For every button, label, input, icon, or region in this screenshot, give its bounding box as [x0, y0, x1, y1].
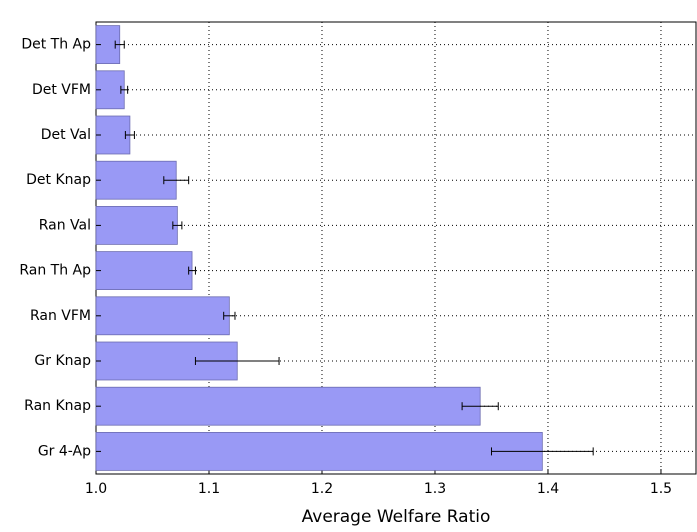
error-bar	[461, 402, 499, 411]
y-tick-label: Gr Knap	[34, 353, 91, 369]
x-tick-label: 1.3	[424, 481, 446, 497]
bar	[95, 386, 481, 426]
x-tick-label: 1.2	[311, 481, 333, 497]
plot-frame	[95, 21, 697, 475]
error-bar	[114, 40, 125, 49]
x-tick-label: 1.1	[198, 481, 220, 497]
bar	[95, 206, 178, 245]
y-tick-label: Det VFM	[32, 82, 91, 98]
bar	[95, 160, 177, 200]
bar	[95, 115, 131, 155]
error-bar	[194, 357, 280, 365]
y-tick-label: Gr 4-Ap	[38, 443, 91, 459]
y-tick-label: Ran Th Ap	[19, 263, 91, 279]
x-tick-label: 1.5	[650, 481, 672, 497]
error-bar	[124, 131, 135, 139]
bar	[95, 296, 230, 336]
error-bar	[188, 266, 196, 275]
x-axis-label: Average Welfare Ratio	[302, 507, 491, 527]
y-tick-label: Det Th Ap	[21, 37, 91, 53]
bar	[95, 251, 193, 290]
y-tick-label: Ran Val	[39, 217, 91, 233]
error-bar	[490, 447, 594, 456]
y-tick-label: Ran VFM	[30, 308, 91, 324]
y-tick-label: Det Val	[41, 127, 91, 143]
error-bar	[223, 311, 236, 320]
error-bar	[172, 221, 183, 230]
x-tick-label: 1.4	[537, 481, 559, 497]
y-tick-label: Ran Knap	[24, 398, 91, 414]
x-tick-label: 1.0	[85, 481, 107, 497]
y-tick-label: Det Knap	[26, 172, 91, 188]
error-bar	[163, 176, 190, 185]
error-bar	[120, 85, 129, 94]
bar	[95, 432, 543, 471]
